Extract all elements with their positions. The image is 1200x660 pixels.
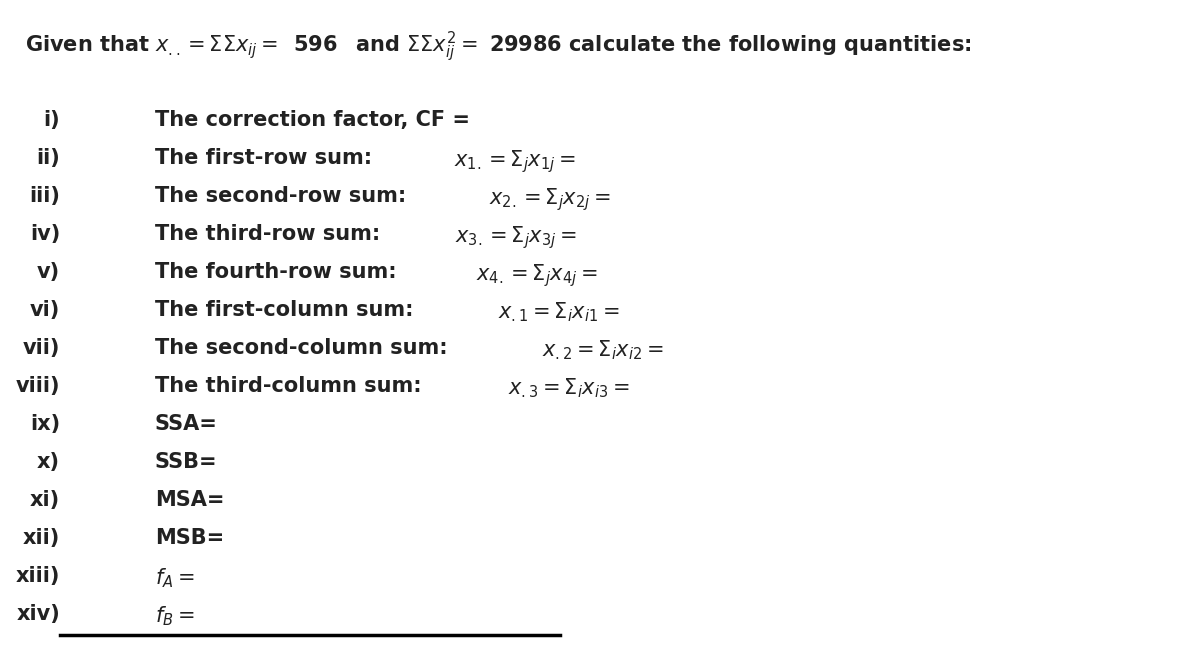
- Text: MSB=: MSB=: [155, 528, 224, 548]
- Text: SSB=: SSB=: [155, 452, 217, 472]
- Text: The fourth-row sum:: The fourth-row sum:: [155, 262, 404, 282]
- Text: xiii): xiii): [16, 566, 60, 586]
- Text: ix): ix): [30, 414, 60, 434]
- Text: The first-row sum:: The first-row sum:: [155, 148, 386, 168]
- Text: The first-column sum:: The first-column sum:: [155, 300, 421, 320]
- Text: vi): vi): [30, 300, 60, 320]
- Text: iv): iv): [30, 224, 60, 244]
- Text: $x_{2.} = \Sigma_j x_{2j} =$: $x_{2.} = \Sigma_j x_{2j} =$: [488, 186, 611, 213]
- Text: $x_{1.} = \Sigma_j x_{1j} =$: $x_{1.} = \Sigma_j x_{1j} =$: [454, 148, 576, 175]
- Text: i): i): [43, 110, 60, 130]
- Text: The third-row sum:: The third-row sum:: [155, 224, 388, 244]
- Text: xii): xii): [23, 528, 60, 548]
- Text: The third-column sum:: The third-column sum:: [155, 376, 428, 396]
- Text: $f_B=$: $f_B=$: [155, 604, 194, 628]
- Text: The correction factor, CF =: The correction factor, CF =: [155, 110, 470, 130]
- Text: x): x): [37, 452, 60, 472]
- Text: $x_{4.} = \Sigma_j x_{4j} =$: $x_{4.} = \Sigma_j x_{4j} =$: [476, 262, 598, 289]
- Text: $f_A=$: $f_A=$: [155, 566, 194, 589]
- Text: The second-row sum:: The second-row sum:: [155, 186, 414, 206]
- Text: $x_{.1} = \Sigma_i x_{i1} =$: $x_{.1} = \Sigma_i x_{i1} =$: [498, 300, 619, 323]
- Text: $x_{.3} = \Sigma_i x_{i3} =$: $x_{.3} = \Sigma_i x_{i3} =$: [509, 376, 630, 399]
- Text: v): v): [37, 262, 60, 282]
- Text: xiv): xiv): [17, 604, 60, 624]
- Text: $x_{.2} = \Sigma_i x_{i2} =$: $x_{.2} = \Sigma_i x_{i2} =$: [542, 338, 664, 362]
- Text: The second-column sum:: The second-column sum:: [155, 338, 455, 358]
- Text: iii): iii): [29, 186, 60, 206]
- Text: ii): ii): [36, 148, 60, 168]
- Text: SSA=: SSA=: [155, 414, 218, 434]
- Text: xi): xi): [30, 490, 60, 510]
- Text: vii): vii): [23, 338, 60, 358]
- Text: viii): viii): [16, 376, 60, 396]
- Text: MSA=: MSA=: [155, 490, 224, 510]
- Text: Given that $x_{..} = \Sigma\Sigma x_{ij} = $$\;\;$596$\;\;$ and $\Sigma\Sigma x_: Given that $x_{..} = \Sigma\Sigma x_{ij}…: [25, 30, 972, 65]
- Text: $x_{3.} = \Sigma_j x_{3j} =$: $x_{3.} = \Sigma_j x_{3j} =$: [455, 224, 577, 251]
